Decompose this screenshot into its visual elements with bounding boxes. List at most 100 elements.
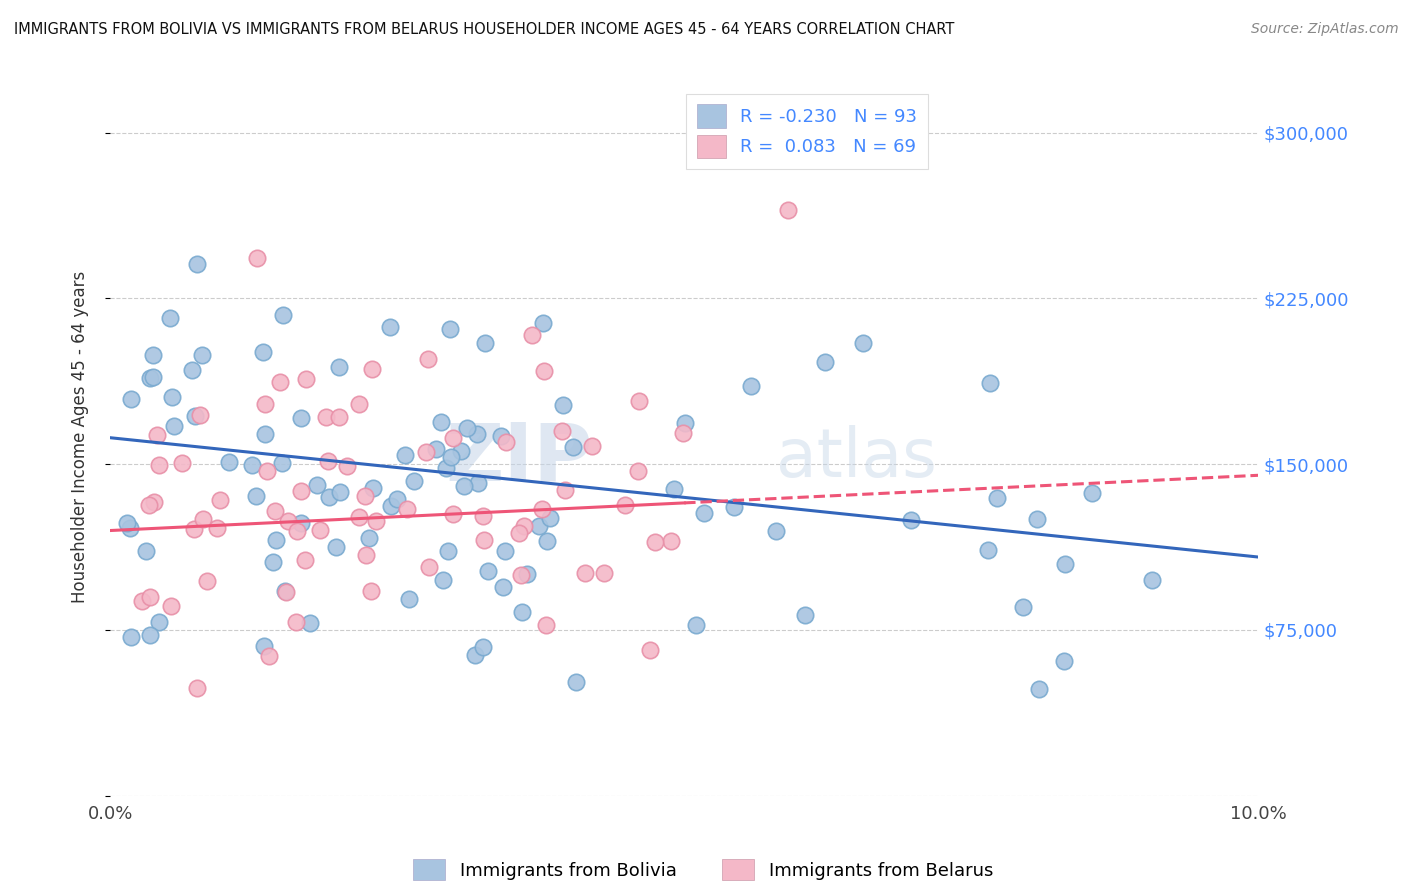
Text: IMMIGRANTS FROM BOLIVIA VS IMMIGRANTS FROM BELARUS HOUSEHOLDER INCOME AGES 45 - : IMMIGRANTS FROM BOLIVIA VS IMMIGRANTS FR… [14, 22, 955, 37]
Point [520, 327, 543, 342]
Point [142, 370, 165, 384]
Point [986, 491, 1008, 506]
Point [516, 566, 538, 581]
Point [148, 615, 170, 629]
Point [360, 584, 382, 599]
Point [491, 429, 513, 443]
Point [593, 566, 616, 580]
Point [852, 335, 875, 350]
Point [509, 568, 531, 582]
Point [135, 543, 157, 558]
Point [437, 544, 460, 558]
Point [551, 425, 574, 439]
Point [765, 524, 787, 539]
Point [269, 375, 291, 389]
Point [565, 674, 588, 689]
Point [284, 615, 307, 629]
Point [294, 372, 316, 386]
Point [581, 439, 603, 453]
Point [434, 460, 457, 475]
Point [491, 580, 513, 594]
Point [264, 533, 287, 547]
Point [450, 444, 472, 458]
Point [315, 410, 337, 425]
Point [562, 440, 585, 454]
Point [183, 522, 205, 536]
Point [186, 257, 208, 271]
Point [640, 643, 662, 657]
Point [117, 516, 139, 531]
Point [456, 420, 478, 434]
Point [305, 478, 328, 492]
Point [142, 495, 165, 509]
Point [253, 639, 276, 653]
Point [495, 435, 517, 450]
Point [662, 482, 685, 496]
Point [439, 321, 461, 335]
Point [139, 371, 162, 385]
Point [353, 489, 375, 503]
Legend: Immigrants from Bolivia, Immigrants from Belarus: Immigrants from Bolivia, Immigrants from… [406, 852, 1000, 888]
Point [253, 397, 276, 411]
Point [513, 518, 536, 533]
Point [329, 485, 352, 500]
Point [439, 450, 461, 464]
Point [471, 640, 494, 654]
Point [290, 516, 312, 530]
Point [138, 628, 160, 642]
Point [441, 508, 464, 522]
Point [325, 540, 347, 554]
Point [1028, 682, 1050, 697]
Point [328, 360, 350, 375]
Point [536, 534, 558, 549]
Point [257, 648, 280, 663]
Point [361, 481, 384, 495]
Point [378, 319, 401, 334]
Point [328, 410, 350, 425]
Point [429, 415, 451, 429]
Point [979, 376, 1001, 390]
Point [290, 410, 312, 425]
Point [900, 513, 922, 527]
Point [364, 514, 387, 528]
Point [1053, 557, 1076, 571]
Point [120, 521, 142, 535]
Point [277, 514, 299, 528]
Point [274, 584, 297, 599]
Point [264, 504, 287, 518]
Point [1052, 654, 1074, 668]
Y-axis label: Householder Income Ages 45 - 64 years: Householder Income Ages 45 - 64 years [72, 270, 89, 603]
Point [159, 599, 181, 613]
Point [977, 543, 1000, 558]
Point [472, 533, 495, 548]
Point [181, 363, 204, 377]
Point [477, 564, 499, 578]
Point [273, 308, 295, 322]
Point [138, 590, 160, 604]
Point [1012, 600, 1035, 615]
Text: ZIP: ZIP [446, 419, 592, 497]
Point [285, 524, 308, 539]
Point [398, 591, 420, 606]
Point [432, 573, 454, 587]
Point [740, 379, 762, 393]
Point [510, 605, 533, 619]
Point [188, 408, 211, 422]
Point [245, 489, 267, 503]
Point [538, 510, 561, 524]
Point [209, 492, 232, 507]
Point [361, 361, 384, 376]
Point [191, 347, 214, 361]
Point [138, 498, 160, 512]
Point [533, 364, 555, 378]
Point [354, 549, 377, 563]
Point [195, 574, 218, 589]
Point [318, 490, 340, 504]
Point [453, 478, 475, 492]
Point [276, 584, 298, 599]
Point [262, 555, 284, 569]
Point [627, 393, 650, 408]
Point [336, 459, 359, 474]
Text: atlas: atlas [776, 425, 936, 491]
Point [776, 202, 799, 217]
